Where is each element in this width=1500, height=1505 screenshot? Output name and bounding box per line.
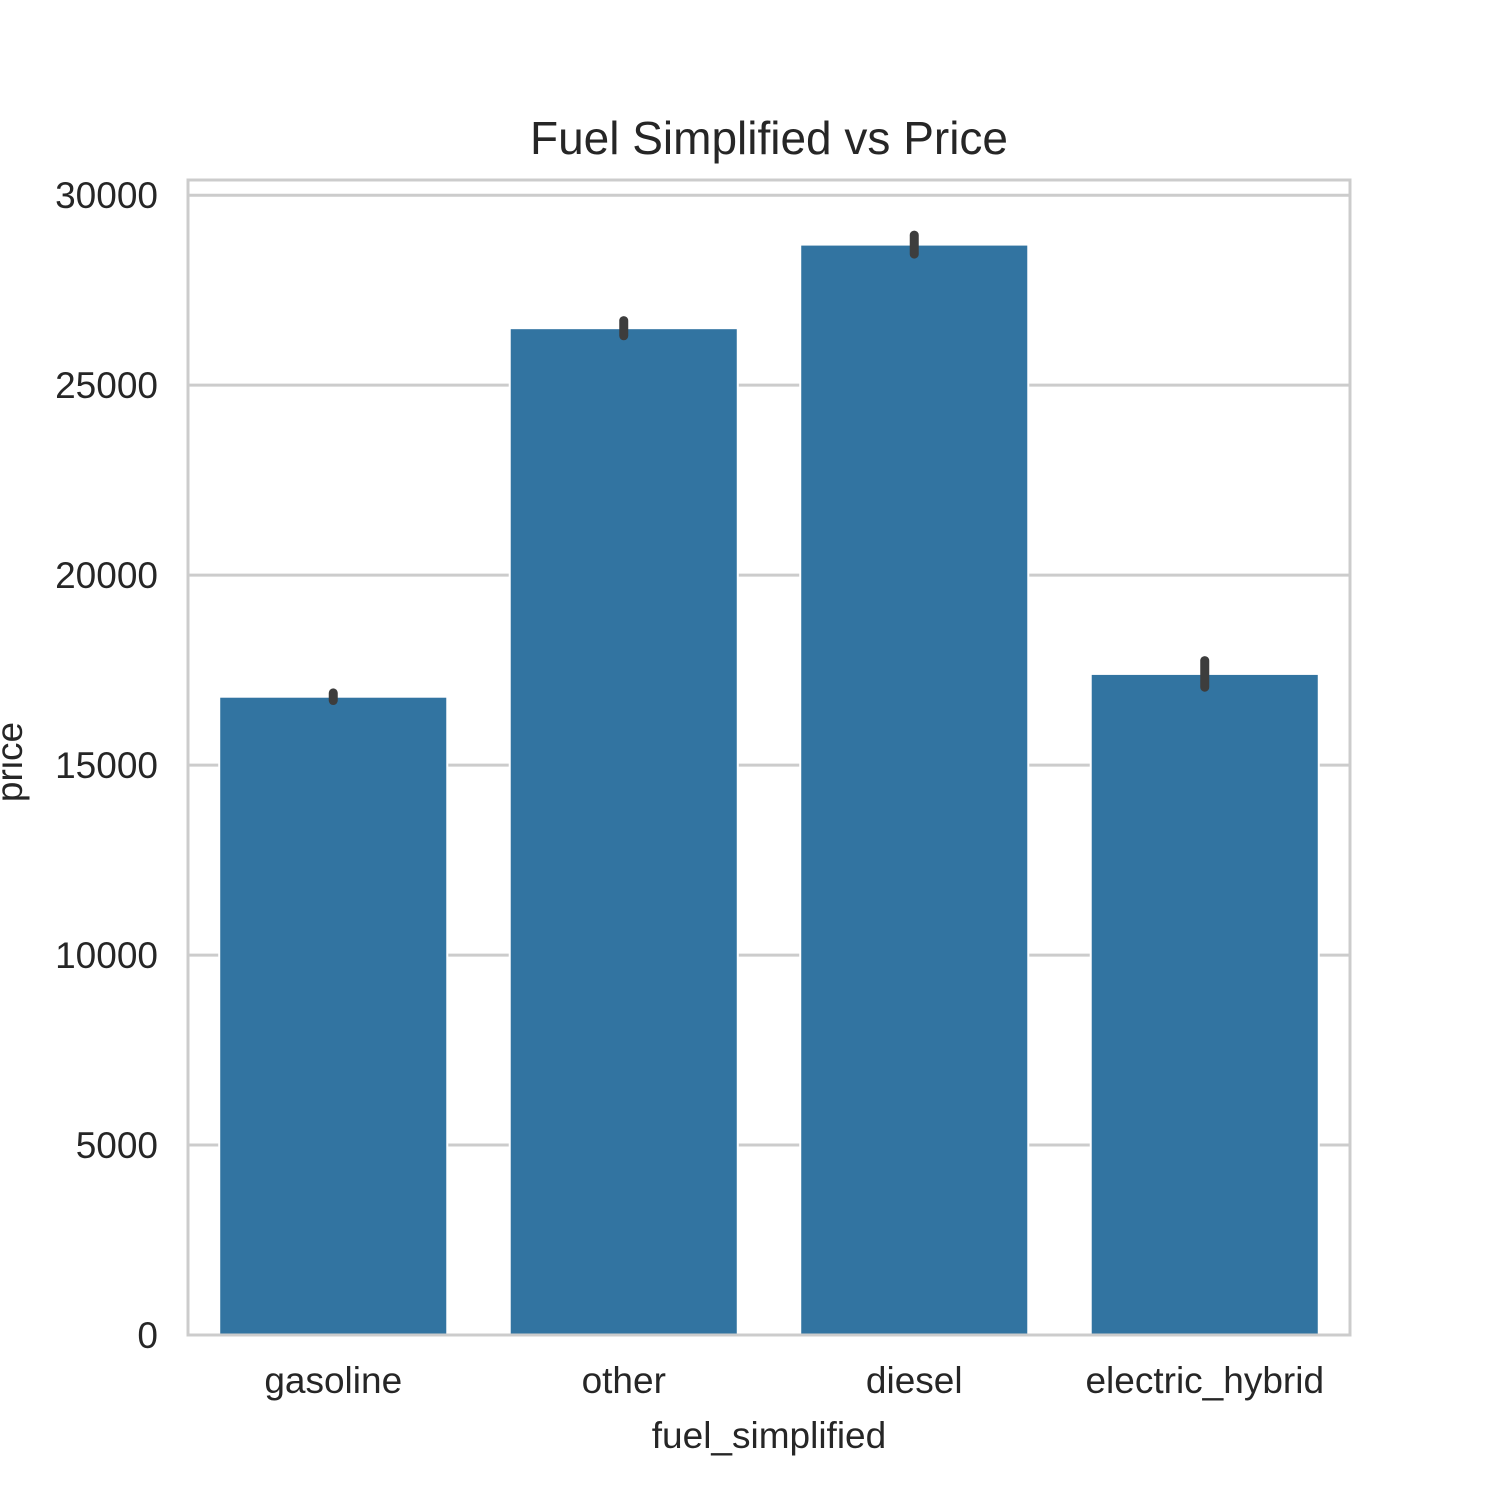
x-tick-label-gasoline: gasoline (264, 1360, 402, 1401)
plot-frame (186, 178, 1352, 1337)
bar-electric_hybrid (1089, 672, 1320, 1336)
y-tick-labels: 0 5000 10000 15000 20000 25000 30000 (55, 175, 158, 1356)
bar-other (508, 327, 739, 1337)
x-tick-label-diesel: diesel (866, 1360, 963, 1401)
y-tick-label-1: 5000 (76, 1125, 158, 1166)
y-tick-label-4: 20000 (55, 555, 158, 596)
error-bar-layer (328, 230, 1210, 706)
y-axis-label: price (0, 722, 30, 802)
y-tick-label-3: 15000 (55, 745, 158, 786)
bar-gasoline (218, 695, 449, 1336)
x-tick-label-other: other (582, 1360, 666, 1401)
chart-title: Fuel Simplified vs Price (530, 112, 1008, 164)
y-tick-label-5: 25000 (55, 365, 158, 406)
y-tick-label-2: 10000 (55, 935, 158, 976)
x-tick-label-electric_hybrid: electric_hybrid (1085, 1360, 1324, 1401)
bar-diesel (799, 243, 1030, 1336)
y-tick-label-0: 0 (137, 1315, 158, 1356)
bar-layer (218, 243, 1320, 1337)
x-axis-label: fuel_simplified (652, 1415, 886, 1456)
x-tick-labels: gasoline other diesel electric_hybrid (264, 1360, 1324, 1401)
y-tick-label-6: 30000 (55, 175, 158, 216)
